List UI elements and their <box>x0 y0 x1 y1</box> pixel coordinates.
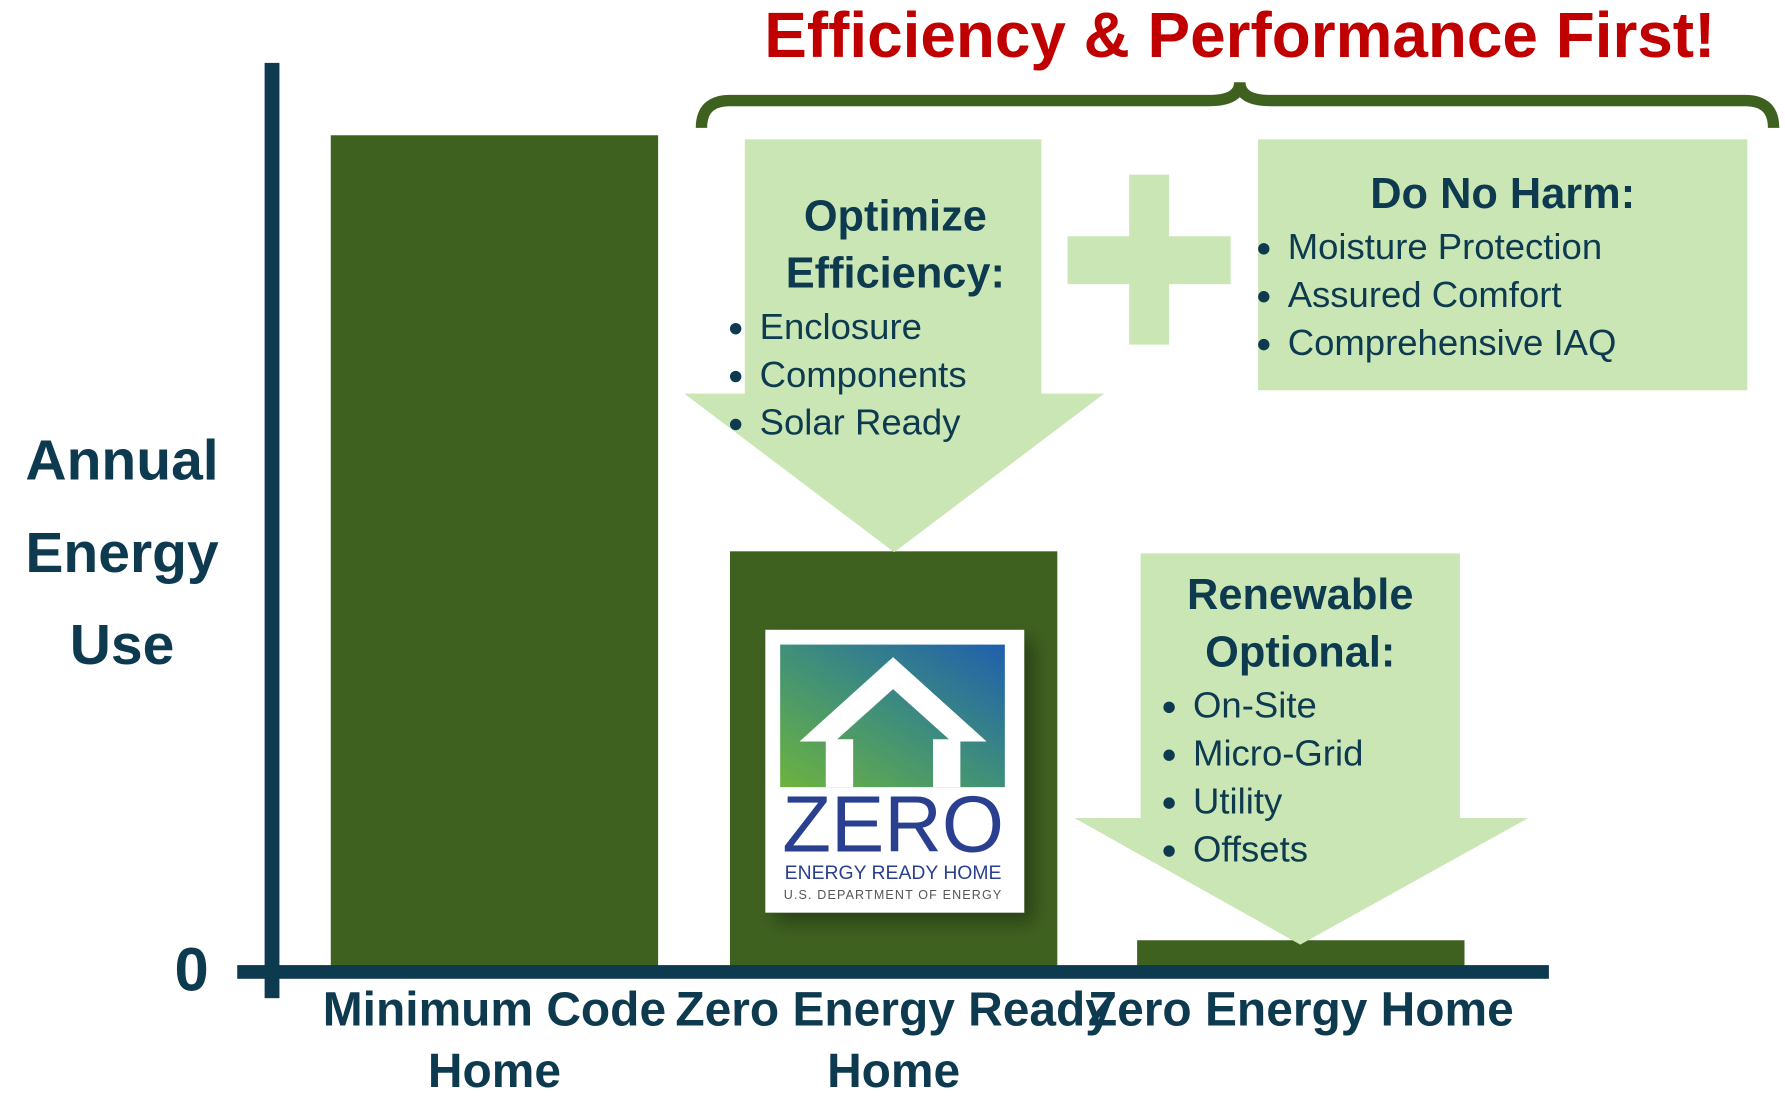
y-axis-label: Annual <box>25 428 218 492</box>
x-tick-label-body: Minimum Code Home <box>262 979 726 1101</box>
x-tick-label: Zero Energy Ready Home <box>662 979 1126 1101</box>
callout: Optimize Efficiency:EnclosureComponentsS… <box>730 188 1061 462</box>
callout-heading: Optimize Efficiency: <box>785 192 1005 298</box>
callout-arrow <box>684 139 1105 553</box>
logo-line: U.S. DEPARTMENT OF ENERGY <box>784 888 1003 902</box>
x-tick-label-text: Zero Energy Home <box>1087 982 1514 1036</box>
x-tick-label-text: Minimum Code Home <box>322 982 667 1098</box>
y-tick-label: 0 <box>174 935 208 1004</box>
callout-list: Moisture ProtectionAssured ComfortCompre… <box>1258 223 1747 367</box>
callout-body: Optimize Efficiency:EnclosureComponentsS… <box>730 188 1061 446</box>
callout-item: Components <box>760 350 1061 398</box>
bar <box>1137 940 1465 968</box>
callout-item: Micro-Grid <box>1193 729 1471 777</box>
x-tick-label-text: Zero Energy Ready Home <box>675 982 1112 1098</box>
callout-heading: Do No Harm: <box>1370 170 1636 219</box>
callout-list: EnclosureComponentsSolar Ready <box>730 302 1061 446</box>
callout-list: On-SiteMicro-GridUtilityOffsets <box>1129 681 1471 873</box>
callout-item: On-Site <box>1193 681 1471 729</box>
callout-item: Comprehensive IAQ <box>1288 318 1748 366</box>
callout-item: Offsets <box>1193 825 1471 873</box>
y-axis <box>264 62 280 999</box>
bar <box>330 135 659 968</box>
bracket <box>695 81 1780 129</box>
callout-body: Renewable Optional:On-SiteMicro-GridUtil… <box>1129 567 1471 873</box>
callout-box <box>1258 139 1748 391</box>
y-axis-label: Energy <box>25 521 219 585</box>
x-tick-label: Minimum Code Home <box>262 979 726 1101</box>
callout-item: Utility <box>1193 777 1471 825</box>
x-tick-label-body: Zero Energy Home <box>1069 979 1533 1041</box>
callout-heading: Renewable Optional: <box>1187 571 1414 677</box>
logo-line: ENERGY READY HOME <box>785 862 1002 884</box>
callout-item: Solar Ready <box>760 398 1061 446</box>
callout-item: Enclosure <box>760 302 1061 350</box>
x-axis <box>237 965 1549 979</box>
x-tick-label: Zero Energy Home <box>1069 979 1533 1041</box>
x-tick-label-body: Zero Energy Ready Home <box>662 979 1126 1101</box>
callout: Renewable Optional:On-SiteMicro-GridUtil… <box>1129 567 1471 898</box>
y-axis-label: Use <box>70 613 175 677</box>
logo-word: ZERO <box>782 780 1004 869</box>
callout-body: Do No Harm:Moisture ProtectionAssured Co… <box>1258 166 1747 367</box>
callout-item: Moisture Protection <box>1288 223 1748 271</box>
logo: ZERO ENERGY READY HOME U.S. DEPARTMENT O… <box>765 629 1025 913</box>
chart-title: Efficiency & Performance First! <box>764 0 1715 71</box>
callout: Do No Harm:Moisture ProtectionAssured Co… <box>1258 166 1747 383</box>
callout-arrow <box>1074 553 1529 945</box>
logo-house <box>799 657 987 788</box>
callout-item: Assured Comfort <box>1288 270 1748 318</box>
plus-v <box>1129 174 1170 345</box>
